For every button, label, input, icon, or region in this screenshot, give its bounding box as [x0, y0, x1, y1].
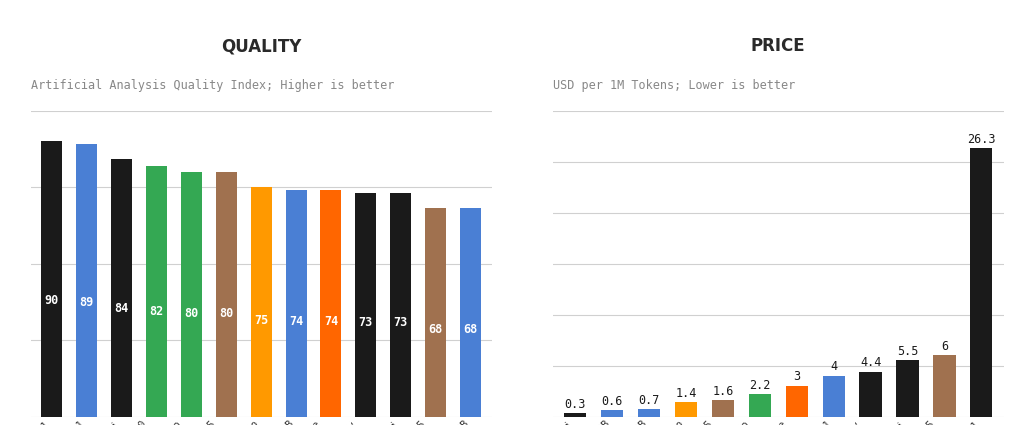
Text: 73: 73 — [358, 316, 373, 329]
Text: 82: 82 — [150, 305, 164, 317]
Text: 89: 89 — [80, 296, 94, 309]
Text: 6: 6 — [941, 340, 948, 353]
Text: 0.3: 0.3 — [564, 398, 586, 411]
Bar — [41, 141, 62, 416]
Bar — [675, 402, 697, 416]
Bar — [712, 400, 734, 416]
Text: USD per 1M Tokens; Lower is better: USD per 1M Tokens; Lower is better — [553, 79, 796, 92]
Bar — [933, 355, 955, 416]
Bar — [76, 144, 97, 416]
Bar — [564, 414, 586, 416]
Bar — [859, 371, 882, 416]
Bar — [111, 159, 132, 416]
Bar — [425, 208, 446, 416]
Bar — [355, 193, 377, 416]
Bar — [749, 394, 771, 416]
Text: PRICE: PRICE — [751, 37, 806, 55]
Text: 90: 90 — [44, 295, 58, 307]
Bar — [460, 208, 481, 416]
Text: 74: 74 — [289, 315, 303, 328]
Text: 26.3: 26.3 — [967, 133, 995, 146]
Text: 4: 4 — [830, 360, 838, 373]
Bar — [181, 172, 202, 416]
Text: 80: 80 — [184, 307, 199, 320]
Text: 75: 75 — [254, 314, 268, 326]
Text: 74: 74 — [324, 315, 338, 328]
Bar — [321, 190, 341, 416]
Bar — [971, 148, 992, 416]
Bar — [601, 411, 624, 416]
Bar — [286, 190, 306, 416]
Text: 0.7: 0.7 — [638, 394, 659, 407]
Text: Artificial Analysis Quality Index; Higher is better: Artificial Analysis Quality Index; Highe… — [31, 79, 394, 92]
Bar — [638, 409, 660, 416]
Bar — [896, 360, 919, 416]
Text: 2.2: 2.2 — [750, 379, 770, 391]
Text: 5.5: 5.5 — [897, 345, 919, 358]
Text: QUALITY: QUALITY — [221, 37, 301, 55]
Bar — [216, 172, 237, 416]
Text: 3: 3 — [794, 371, 801, 383]
Bar — [822, 376, 845, 416]
Text: 1.4: 1.4 — [675, 387, 696, 400]
Text: 68: 68 — [464, 323, 478, 336]
Text: 4.4: 4.4 — [860, 356, 882, 369]
Bar — [145, 166, 167, 416]
Text: 73: 73 — [393, 316, 408, 329]
Bar — [390, 193, 412, 416]
Text: 0.6: 0.6 — [601, 395, 623, 408]
Text: 80: 80 — [219, 307, 233, 320]
Bar — [251, 187, 271, 416]
Text: 1.6: 1.6 — [712, 385, 733, 398]
Bar — [785, 386, 808, 416]
Text: 84: 84 — [115, 302, 129, 315]
Text: 68: 68 — [428, 323, 442, 336]
